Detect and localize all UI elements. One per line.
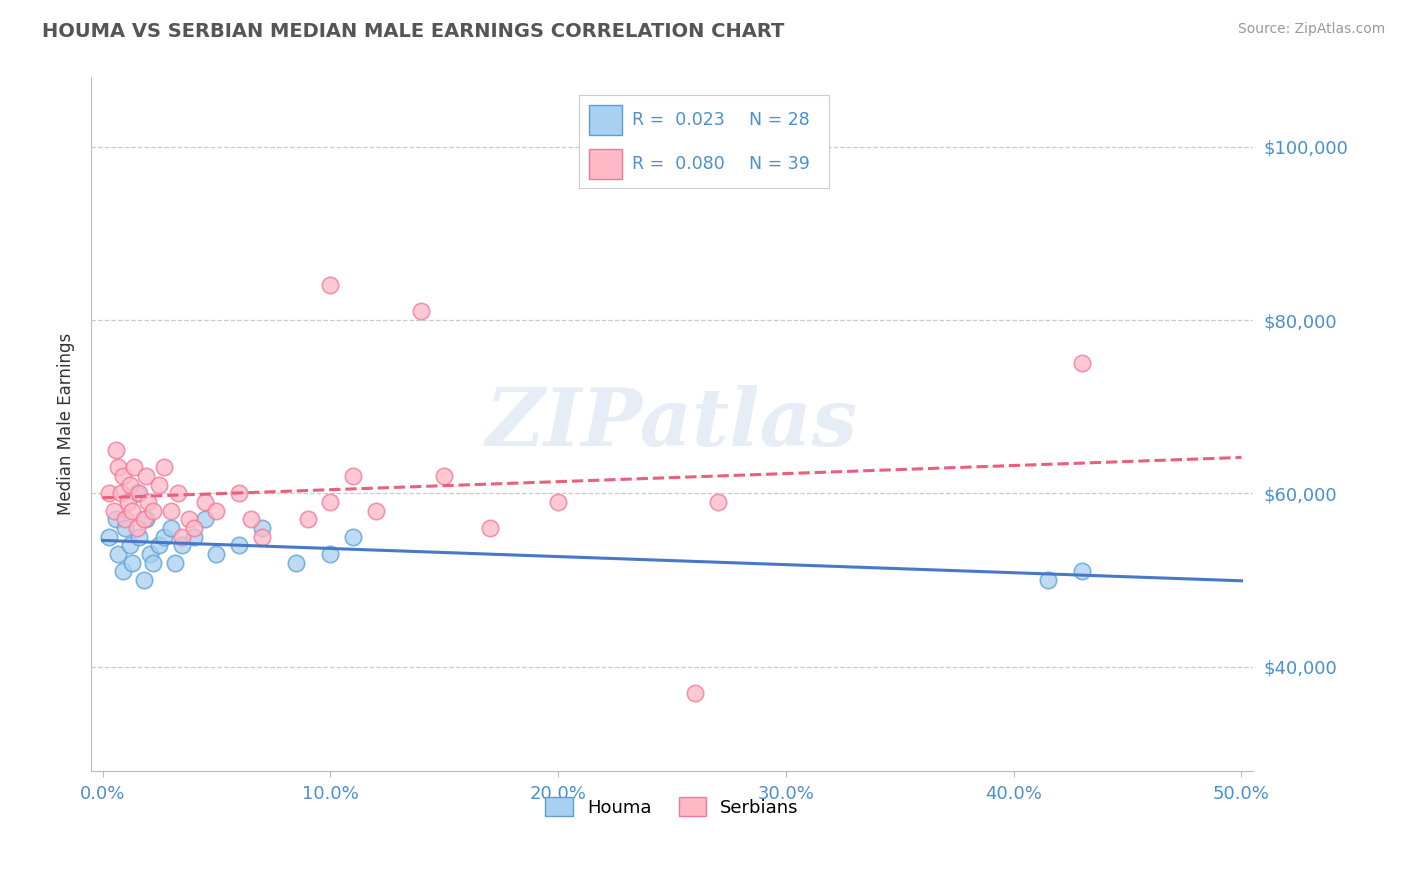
Point (1071, 565, 1094, 579)
Point (153, 530, 176, 544)
Point (706, 495, 728, 509)
Point (1071, 356, 1094, 370)
Point (194, 495, 217, 509)
Point (228, 538, 250, 552)
Point (136, 495, 159, 509)
Point (125, 486, 148, 500)
Point (124, 460, 146, 475)
Point (205, 504, 228, 518)
Point (135, 469, 157, 483)
Point (683, 686, 706, 700)
Point (114, 521, 136, 535)
Point (183, 521, 205, 535)
Point (165, 556, 187, 570)
Point (103, 504, 125, 518)
Point (250, 521, 273, 535)
Point (478, 521, 501, 535)
Point (342, 530, 364, 544)
Point (107, 547, 129, 561)
Point (1036, 573, 1059, 587)
Point (160, 504, 183, 518)
Point (183, 530, 205, 544)
Point (121, 556, 143, 570)
Point (319, 547, 342, 561)
Point (148, 477, 170, 491)
Point (411, 304, 433, 318)
Point (342, 469, 364, 483)
Point (319, 495, 342, 509)
Point (105, 512, 128, 526)
Point (228, 486, 250, 500)
Point (250, 530, 273, 544)
Point (205, 547, 228, 561)
Point (128, 486, 150, 500)
Point (172, 530, 194, 544)
Point (117, 495, 139, 509)
Point (239, 512, 262, 526)
Point (98, 486, 121, 500)
Point (177, 512, 200, 526)
Point (125, 521, 148, 535)
Point (166, 486, 188, 500)
Point (172, 538, 194, 552)
Point (128, 530, 150, 544)
Point (132, 573, 155, 587)
Text: Source: ZipAtlas.com: Source: ZipAtlas.com (1237, 22, 1385, 37)
Y-axis label: Median Male Earnings: Median Male Earnings (58, 333, 75, 516)
Point (319, 278, 342, 293)
Point (121, 504, 143, 518)
Point (194, 512, 217, 526)
Point (107, 460, 129, 475)
Point (148, 538, 170, 552)
Legend: Houma, Serbians: Houma, Serbians (538, 790, 806, 824)
Point (142, 504, 165, 518)
Text: HOUMA VS SERBIAN MEDIAN MALE EARNINGS CORRELATION CHART: HOUMA VS SERBIAN MEDIAN MALE EARNINGS CO… (42, 22, 785, 41)
Point (114, 512, 136, 526)
Point (112, 565, 135, 579)
Point (118, 538, 141, 552)
Point (105, 443, 128, 458)
Point (118, 477, 141, 491)
Point (135, 512, 157, 526)
Text: ZIPatlas: ZIPatlas (486, 385, 858, 463)
Point (433, 469, 456, 483)
Point (132, 512, 155, 526)
Point (112, 469, 135, 483)
Point (110, 486, 132, 500)
Point (547, 495, 569, 509)
Point (142, 556, 165, 570)
Point (297, 512, 319, 526)
Point (285, 556, 308, 570)
Point (160, 521, 183, 535)
Point (153, 460, 176, 475)
Point (139, 547, 162, 561)
Point (364, 504, 387, 518)
Point (98, 530, 121, 544)
